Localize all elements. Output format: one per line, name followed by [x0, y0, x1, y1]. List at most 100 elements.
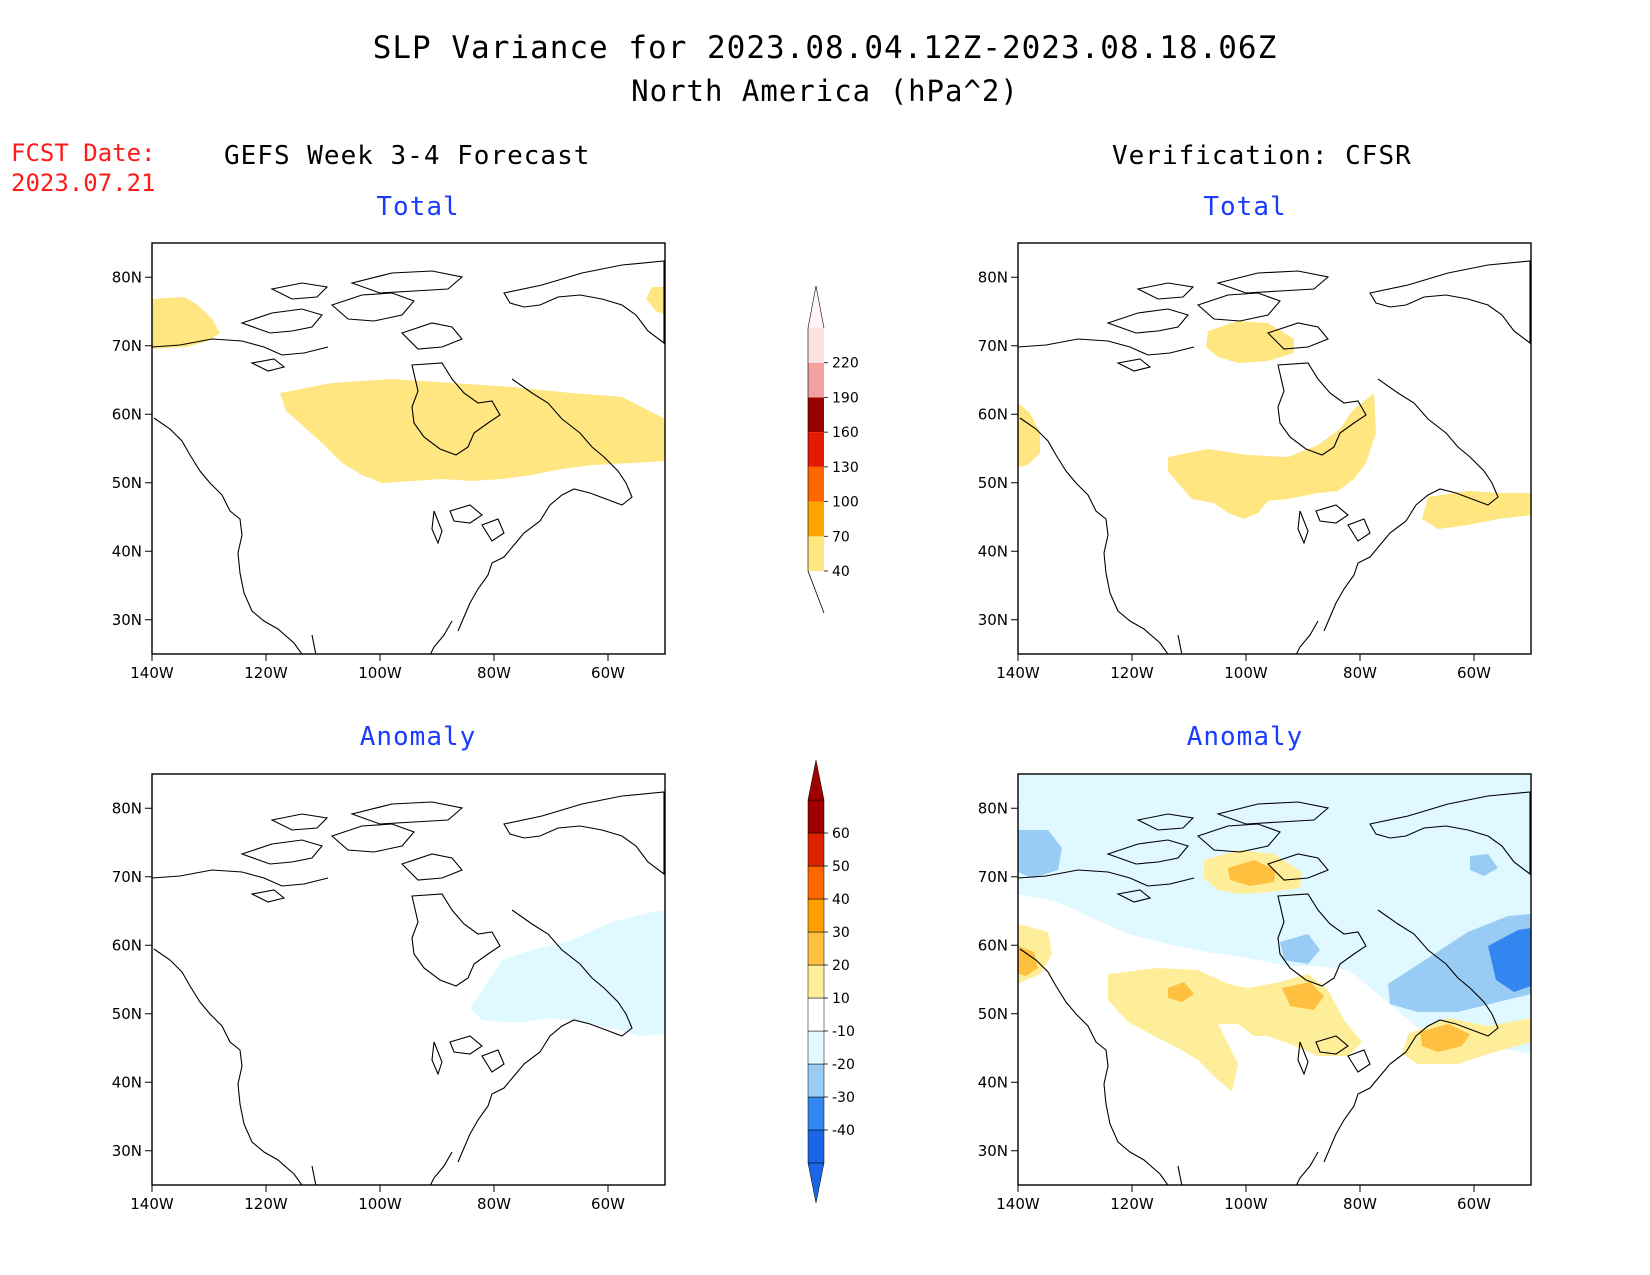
shaded-region [470, 910, 665, 1036]
colorbar-label: 130 [832, 460, 859, 476]
lat-tick-label: 40N [112, 1073, 142, 1091]
lon-tick-label: 100W [1224, 1195, 1268, 1213]
colorbar-swatch [808, 536, 824, 571]
colorbar-swatch [807, 865, 825, 900]
lon-tick-label: 80W [477, 1195, 511, 1213]
colorbar-swatch [808, 328, 824, 363]
shaded-region [280, 379, 665, 483]
lat-tick-label: 40N [978, 542, 1008, 560]
lat-tick-label: 50N [112, 474, 142, 492]
colorbar-swatch [807, 1030, 825, 1065]
colorbar-label: -30 [832, 1090, 855, 1106]
lon-tick-label: 140W [996, 1195, 1040, 1213]
lon-tick-label: 140W [130, 1195, 174, 1213]
colorbar-total: 40 70 100 130 160 190 220 [807, 285, 859, 614]
fcst-date-label: FCST Date: 2023.07.21 [11, 138, 156, 198]
shaded-region [1422, 491, 1531, 529]
map-frame [151, 773, 666, 1186]
map-frame [151, 242, 666, 655]
lat-tick-label: 30N [978, 611, 1008, 629]
lat-tick-label: 60N [112, 936, 142, 954]
colorbar-swatch [807, 799, 825, 834]
lat-tick-label: 30N [978, 1142, 1008, 1160]
colorbar-swatch [807, 964, 825, 999]
colorbar-upper-arrow [807, 285, 825, 329]
colorbar-swatch [808, 501, 824, 537]
colorbar-lower-arrow [807, 1162, 825, 1204]
lat-tick-label: 60N [978, 936, 1008, 954]
colorbar-label: 60 [832, 826, 850, 842]
shaded-region [1206, 321, 1294, 363]
lon-tick-label: 60W [1457, 1195, 1491, 1213]
shaded-region [1018, 946, 1038, 976]
shaded-region [1470, 854, 1498, 876]
shaded-region [1228, 860, 1276, 886]
colorbar-upper-arrow [807, 759, 825, 801]
lat-tick-label: 80N [112, 268, 142, 286]
colorbar-label: -10 [832, 1024, 855, 1040]
colorbar-label: 70 [832, 529, 850, 545]
left-column-heading: GEFS Week 3-4 Forecast [224, 141, 591, 171]
colorbar-lower-arrow [807, 570, 825, 614]
lon-tick-label: 80W [477, 664, 511, 682]
lat-tick-label: 80N [112, 799, 142, 817]
colorbar-swatch [808, 466, 824, 502]
panel-title-total-fcst: Total [376, 192, 460, 222]
lat-tick-label: 50N [112, 1005, 142, 1023]
colorbar-label: 20 [832, 958, 850, 974]
right-column-heading: Verification: CFSR [1112, 141, 1412, 171]
shaded-region [1280, 934, 1320, 964]
colorbar-label: 30 [832, 925, 850, 941]
lon-tick-label: 140W [130, 664, 174, 682]
colorbar-label: 40 [832, 892, 850, 908]
colorbar-label: 10 [832, 991, 850, 1007]
map-field-total_fcst [152, 260, 665, 654]
colorbar-label: -20 [832, 1057, 855, 1073]
shaded-region [1018, 403, 1040, 467]
lon-tick-label: 120W [244, 664, 288, 682]
shaded-region [1488, 928, 1531, 992]
lat-tick-label: 70N [112, 868, 142, 886]
map-field-total_verif [1018, 260, 1531, 654]
colorbar-label: 220 [832, 356, 859, 372]
colorbar-label: 100 [832, 495, 859, 511]
colorbar-swatch [808, 362, 824, 398]
shaded-region [1282, 982, 1324, 1010]
map-frame [1017, 242, 1532, 655]
shaded-region [1420, 1024, 1470, 1052]
lat-tick-label: 50N [978, 474, 1008, 492]
lat-tick-label: 70N [978, 868, 1008, 886]
chart-subtitle: North America (hPa^2) [631, 74, 1019, 108]
colorbar-swatch [807, 832, 825, 867]
colorbar-swatch [808, 432, 824, 467]
map-panel-anom_fcst: 80N 70N 60N 50N 40N 30N 140W 120W 100W 80W 60W [112, 773, 666, 1213]
map-panel-total_verif: 80N 70N 60N 50N 40N 30N 140W 120W 100W 80W 60W [978, 242, 1532, 682]
lon-tick-label: 120W [1110, 1195, 1154, 1213]
lat-tick-label: 60N [112, 405, 142, 423]
lon-tick-label: 60W [591, 1195, 625, 1213]
colorbar-label: 190 [832, 390, 859, 406]
lat-tick-label: 50N [978, 1005, 1008, 1023]
lat-tick-label: 80N [978, 799, 1008, 817]
colorbar-swatch [807, 1129, 825, 1164]
map-field-anom_verif [1018, 774, 1531, 1185]
lon-tick-label: 80W [1343, 664, 1377, 682]
fcst-date-caption: FCST Date: [11, 139, 156, 167]
lat-tick-label: 40N [978, 1073, 1008, 1091]
colorbar-anomaly: -40 -30 -20 -10 10 20 30 40 50 60 [807, 759, 855, 1204]
map-panel-total_fcst: 80N 70N 60N 50N 40N 30N 140W 120W 100W 80W 60W [112, 242, 666, 682]
lat-tick-label: 60N [978, 405, 1008, 423]
fcst-date-value: 2023.07.21 [11, 169, 156, 197]
colorbar-swatch [808, 397, 824, 433]
map-field-anom_fcst [152, 791, 665, 1185]
shaded-region [1018, 830, 1062, 878]
colorbar-swatch [807, 1063, 825, 1098]
shaded-region [152, 297, 220, 349]
colorbar-swatch [807, 997, 825, 1032]
panel-title-total-verif: Total [1203, 192, 1287, 222]
colorbar-swatch [807, 931, 825, 966]
lon-tick-label: 80W [1343, 1195, 1377, 1213]
lon-tick-label: 100W [358, 664, 402, 682]
panel-title-anom-fcst: Anomaly [359, 722, 477, 752]
lat-tick-label: 70N [978, 337, 1008, 355]
